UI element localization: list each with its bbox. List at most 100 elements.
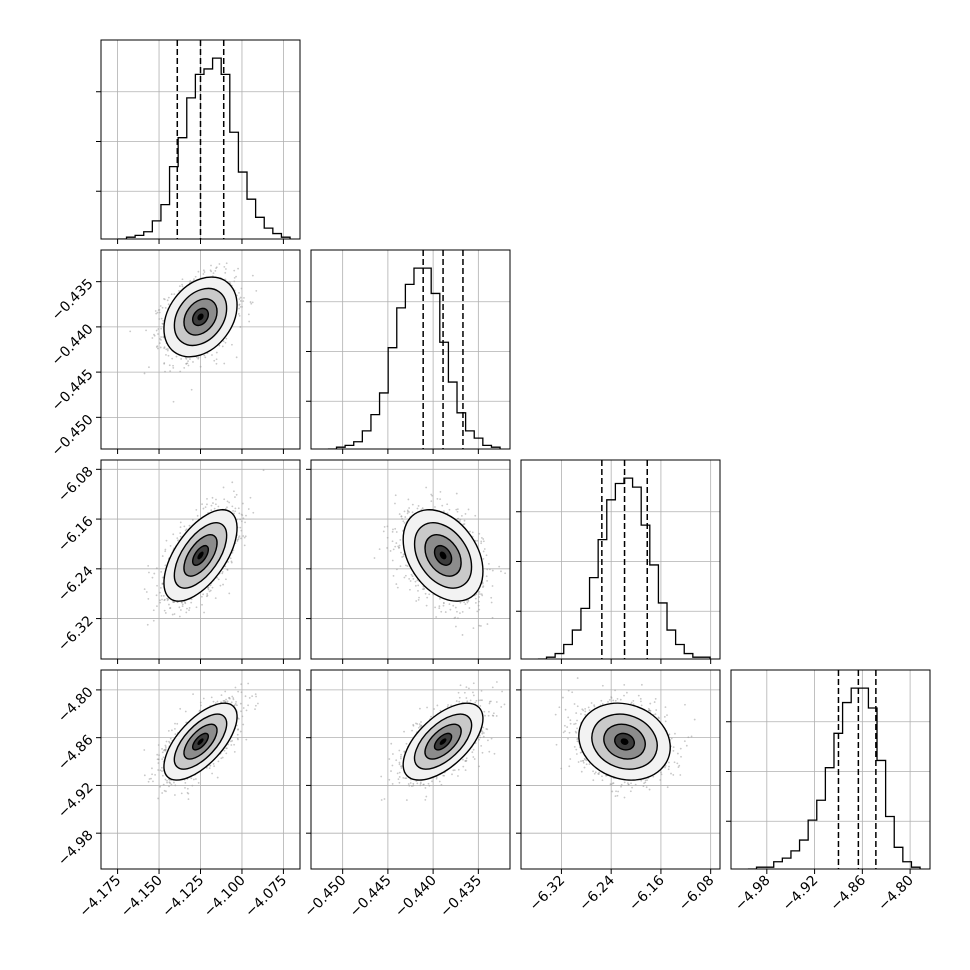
scatter-point (235, 275, 237, 278)
scatter-point (169, 544, 172, 547)
scatter-point (247, 313, 250, 316)
scatter-point (173, 613, 176, 615)
scatter-point (490, 601, 493, 604)
scatter-point (159, 586, 162, 589)
scatter-point (389, 550, 392, 552)
scatter-point (179, 521, 182, 524)
scatter-point (392, 548, 395, 551)
scatter-point (175, 355, 178, 358)
scatter-point (491, 569, 494, 572)
scatter-point (238, 298, 241, 300)
y-tick-label: −6.16 (55, 513, 97, 555)
scatter-point (172, 601, 175, 604)
panel-frame (310, 249, 511, 450)
scatter-point (160, 336, 162, 338)
scatter-point (464, 603, 467, 606)
scatter-point (161, 555, 164, 557)
scatter-point (187, 360, 189, 363)
scatter-point (238, 303, 241, 306)
scatter-point (391, 540, 394, 543)
scatter-point (190, 388, 193, 391)
scatter-point (455, 492, 458, 495)
scatter-point (164, 548, 167, 551)
scatter-point (188, 607, 191, 609)
scatter-point (410, 573, 413, 576)
scatter-point (238, 535, 241, 538)
scatter-point (244, 535, 247, 538)
scatter-point (223, 498, 226, 501)
scatter-point (156, 347, 159, 350)
scatter-point (404, 516, 407, 518)
scatter-point (442, 604, 445, 607)
scatter-point (208, 590, 211, 593)
scatter-point (418, 596, 420, 599)
scatter-point (201, 603, 203, 606)
scatter-point (241, 502, 244, 505)
scatter-point (478, 600, 480, 603)
scatter-point (151, 337, 154, 339)
scatter-point (233, 280, 236, 283)
scatter-point (170, 293, 173, 296)
density-peak (197, 551, 204, 560)
scatter-point (239, 305, 242, 308)
scatter-point (412, 577, 415, 580)
scatter-point (487, 562, 490, 565)
scatter-point (251, 301, 254, 304)
scatter-point (174, 727, 176, 730)
scatter-point (406, 565, 409, 567)
scatter-point (189, 358, 191, 360)
scatter-point (486, 623, 489, 625)
scatter-point (252, 511, 255, 514)
scatter-point (157, 797, 160, 800)
scatter-point (215, 266, 218, 269)
scatter-point (386, 525, 389, 528)
scatter-point (474, 540, 477, 542)
scatter-point (456, 610, 458, 613)
scatter-point (156, 605, 158, 608)
scatter-point (165, 354, 167, 356)
scatter-point (153, 572, 156, 575)
scatter-point (197, 270, 200, 273)
scatter-point (166, 349, 169, 352)
scatter-point (482, 586, 484, 589)
scatter-point (458, 520, 461, 523)
scatter-point (158, 318, 161, 320)
scatter-point (218, 344, 221, 347)
scatter-point (486, 568, 489, 571)
scatter-point (157, 328, 160, 330)
scatter-point (395, 531, 398, 533)
scatter-point (204, 356, 207, 359)
scatter-point (439, 490, 442, 493)
density-peak (439, 551, 447, 560)
y-tick-label: −6.08 (55, 464, 97, 506)
scatter-point (204, 506, 207, 509)
scatter-point (480, 625, 482, 627)
scatter-point (189, 280, 192, 282)
scatter-point (129, 330, 132, 333)
histogram-panel-1 (306, 249, 511, 454)
scatter-point (417, 598, 420, 601)
scatter-point (391, 559, 394, 562)
scatter-panel-1-0: −0.450−0.445−0.440−0.435 (49, 249, 301, 460)
scatter-point (203, 271, 206, 273)
scatter-point (164, 550, 167, 553)
y-tick-label: −0.445 (49, 366, 97, 414)
scatter-point (161, 306, 164, 309)
scatter-point (400, 551, 402, 554)
scatter-point (179, 370, 182, 373)
scatter-point (223, 265, 226, 268)
scatter-point (167, 730, 170, 732)
scatter-point (243, 536, 246, 539)
scatter-point (243, 544, 246, 547)
scatter-point (234, 496, 236, 498)
scatter-point (167, 354, 170, 357)
scatter-point (394, 527, 397, 530)
scatter-point (402, 555, 405, 558)
scatter-point (442, 510, 445, 513)
scatter-point (226, 506, 228, 509)
scatter-point (225, 337, 228, 340)
scatter-point (210, 504, 213, 507)
scatter-point (386, 536, 389, 539)
scatter-point (461, 634, 464, 636)
scatter-point (238, 292, 240, 294)
